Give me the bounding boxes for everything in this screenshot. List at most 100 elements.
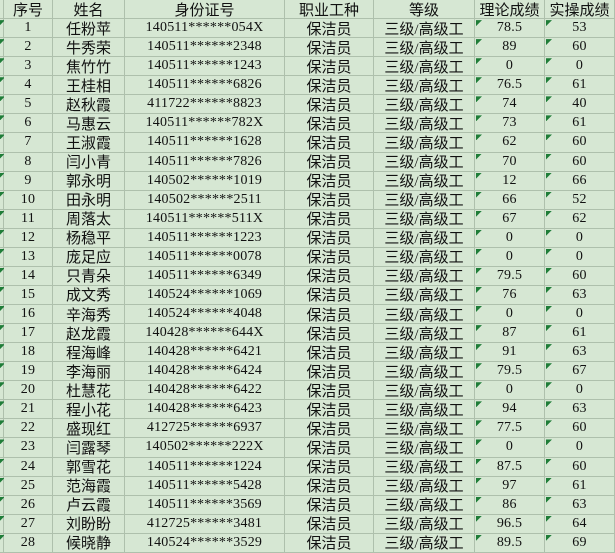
- cell-theory_score[interactable]: 0: [475, 228, 545, 248]
- cell-index[interactable]: 22: [4, 419, 53, 439]
- cell-theory_score[interactable]: 12: [475, 171, 545, 191]
- cell-index[interactable]: 8: [4, 152, 53, 172]
- cell-id_number[interactable]: 140511******7826: [125, 152, 285, 172]
- cell-level[interactable]: 三级/高级工: [374, 209, 475, 229]
- cell-practical_score[interactable]: 0: [545, 228, 615, 248]
- cell-name[interactable]: 焦竹竹: [53, 57, 125, 77]
- cell-practical_score[interactable]: 61: [545, 324, 615, 344]
- cell-name[interactable]: 刘盼盼: [53, 514, 125, 534]
- cell-id_number[interactable]: 140511******6826: [125, 76, 285, 96]
- cell-theory_score[interactable]: 76: [475, 285, 545, 305]
- cell-occupation[interactable]: 保洁员: [285, 95, 374, 115]
- cell-level[interactable]: 三级/高级工: [374, 228, 475, 248]
- cell-level[interactable]: 三级/高级工: [374, 57, 475, 77]
- cell-index[interactable]: 20: [4, 381, 53, 401]
- cell-name[interactable]: 赵秋霞: [53, 95, 125, 115]
- cell-id_number[interactable]: 140511******1223: [125, 228, 285, 248]
- cell-practical_score[interactable]: 63: [545, 495, 615, 515]
- cell-name[interactable]: 程海峰: [53, 343, 125, 363]
- header-cell-occupation[interactable]: 职业工种: [285, 0, 374, 20]
- cell-practical_score[interactable]: 0: [545, 381, 615, 401]
- cell-occupation[interactable]: 保洁员: [285, 209, 374, 229]
- cell-theory_score[interactable]: 0: [475, 438, 545, 458]
- cell-level[interactable]: 三级/高级工: [374, 190, 475, 210]
- cell-index[interactable]: 24: [4, 457, 53, 477]
- cell-name[interactable]: 王淑霞: [53, 133, 125, 153]
- cell-theory_score[interactable]: 0: [475, 305, 545, 325]
- cell-level[interactable]: 三级/高级工: [374, 495, 475, 515]
- cell-id_number[interactable]: 140511******1224: [125, 457, 285, 477]
- cell-level[interactable]: 三级/高级工: [374, 419, 475, 439]
- cell-practical_score[interactable]: 0: [545, 247, 615, 267]
- cell-occupation[interactable]: 保洁员: [285, 38, 374, 58]
- cell-practical_score[interactable]: 60: [545, 38, 615, 58]
- cell-index[interactable]: 18: [4, 343, 53, 363]
- cell-index[interactable]: 16: [4, 305, 53, 325]
- cell-practical_score[interactable]: 60: [545, 133, 615, 153]
- cell-occupation[interactable]: 保洁员: [285, 266, 374, 286]
- cell-index[interactable]: 13: [4, 247, 53, 267]
- cell-level[interactable]: 三级/高级工: [374, 19, 475, 39]
- cell-index[interactable]: 15: [4, 285, 53, 305]
- cell-occupation[interactable]: 保洁员: [285, 457, 374, 477]
- header-cell-level[interactable]: 等级: [374, 0, 475, 20]
- cell-occupation[interactable]: 保洁员: [285, 400, 374, 420]
- cell-theory_score[interactable]: 94: [475, 400, 545, 420]
- cell-theory_score[interactable]: 79.5: [475, 362, 545, 382]
- cell-practical_score[interactable]: 64: [545, 514, 615, 534]
- cell-index[interactable]: 12: [4, 228, 53, 248]
- cell-theory_score[interactable]: 73: [475, 114, 545, 134]
- cell-id_number[interactable]: 140428******6423: [125, 400, 285, 420]
- cell-level[interactable]: 三级/高级工: [374, 247, 475, 267]
- cell-level[interactable]: 三级/高级工: [374, 95, 475, 115]
- cell-occupation[interactable]: 保洁员: [285, 495, 374, 515]
- cell-id_number[interactable]: 140511******0078: [125, 247, 285, 267]
- cell-name[interactable]: 郭雪花: [53, 457, 125, 477]
- cell-theory_score[interactable]: 86: [475, 495, 545, 515]
- cell-occupation[interactable]: 保洁员: [285, 19, 374, 39]
- cell-level[interactable]: 三级/高级工: [374, 324, 475, 344]
- cell-theory_score[interactable]: 0: [475, 57, 545, 77]
- cell-id_number[interactable]: 140502******2511: [125, 190, 285, 210]
- cell-occupation[interactable]: 保洁员: [285, 285, 374, 305]
- cell-index[interactable]: 27: [4, 514, 53, 534]
- cell-id_number[interactable]: 411722******8823: [125, 95, 285, 115]
- cell-id_number[interactable]: 140524******3529: [125, 533, 285, 553]
- cell-occupation[interactable]: 保洁员: [285, 305, 374, 325]
- cell-name[interactable]: 闫小青: [53, 152, 125, 172]
- cell-name[interactable]: 郭永明: [53, 171, 125, 191]
- cell-name[interactable]: 马惠云: [53, 114, 125, 134]
- cell-practical_score[interactable]: 61: [545, 114, 615, 134]
- cell-theory_score[interactable]: 70: [475, 152, 545, 172]
- cell-id_number[interactable]: 140511******782X: [125, 114, 285, 134]
- cell-level[interactable]: 三级/高级工: [374, 381, 475, 401]
- cell-name[interactable]: 任粉苹: [53, 19, 125, 39]
- cell-name[interactable]: 王桂相: [53, 76, 125, 96]
- cell-occupation[interactable]: 保洁员: [285, 152, 374, 172]
- cell-practical_score[interactable]: 63: [545, 343, 615, 363]
- cell-id_number[interactable]: 140428******6421: [125, 343, 285, 363]
- cell-theory_score[interactable]: 78.5: [475, 19, 545, 39]
- cell-index[interactable]: 25: [4, 476, 53, 496]
- cell-theory_score[interactable]: 66: [475, 190, 545, 210]
- cell-theory_score[interactable]: 89: [475, 38, 545, 58]
- cell-theory_score[interactable]: 0: [475, 247, 545, 267]
- cell-index[interactable]: 3: [4, 57, 53, 77]
- cell-occupation[interactable]: 保洁员: [285, 362, 374, 382]
- cell-name[interactable]: 周落太: [53, 209, 125, 229]
- cell-index[interactable]: 21: [4, 400, 53, 420]
- cell-level[interactable]: 三级/高级工: [374, 362, 475, 382]
- cell-index[interactable]: 26: [4, 495, 53, 515]
- cell-level[interactable]: 三级/高级工: [374, 133, 475, 153]
- cell-index[interactable]: 4: [4, 76, 53, 96]
- cell-practical_score[interactable]: 0: [545, 57, 615, 77]
- header-cell-name[interactable]: 姓名: [53, 0, 125, 20]
- cell-practical_score[interactable]: 69: [545, 533, 615, 553]
- cell-theory_score[interactable]: 87: [475, 324, 545, 344]
- cell-id_number[interactable]: 140511******6349: [125, 266, 285, 286]
- cell-occupation[interactable]: 保洁员: [285, 57, 374, 77]
- cell-level[interactable]: 三级/高级工: [374, 38, 475, 58]
- cell-name[interactable]: 田永明: [53, 190, 125, 210]
- cell-theory_score[interactable]: 87.5: [475, 457, 545, 477]
- cell-practical_score[interactable]: 66: [545, 171, 615, 191]
